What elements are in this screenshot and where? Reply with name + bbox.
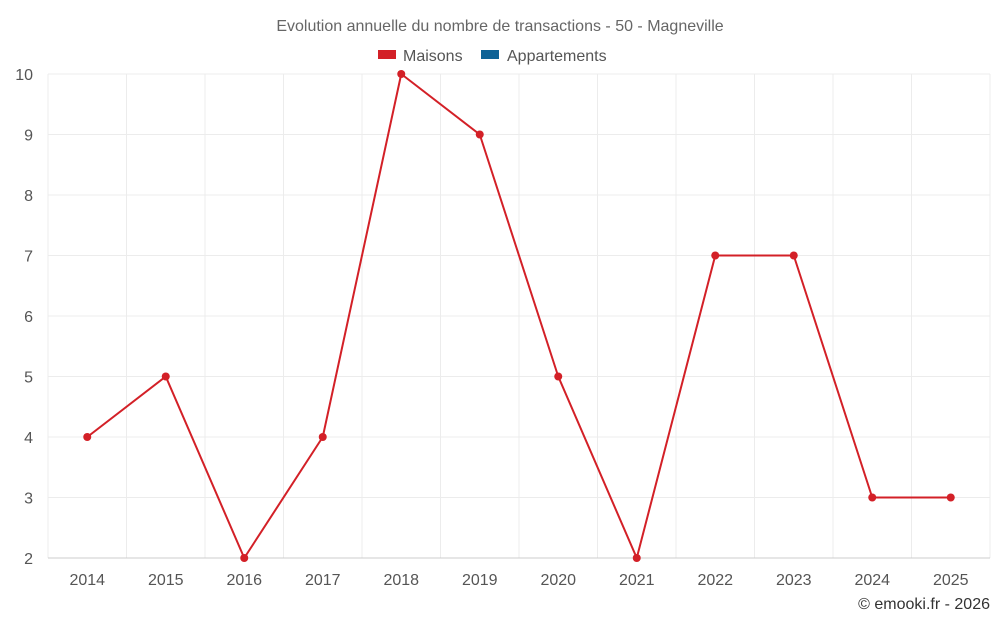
x-tick-label: 2019 xyxy=(462,572,498,589)
x-tick-label: 2016 xyxy=(226,572,262,589)
legend-label-maisons: Maisons xyxy=(403,48,463,65)
x-tick-label: 2023 xyxy=(776,572,812,589)
y-axis-ticks: 2 3 4 5 6 7 8 9 10 xyxy=(15,67,33,568)
legend: Maisons Appartements xyxy=(378,48,607,65)
data-point-maisons-2021[interactable] xyxy=(632,554,641,562)
x-tick-label: 2014 xyxy=(69,572,105,589)
legend-item-maisons[interactable]: Maisons xyxy=(378,48,463,65)
data-point-maisons-2018[interactable] xyxy=(397,70,406,78)
data-point-maisons-2022[interactable] xyxy=(711,251,720,260)
data-point-maisons-2019[interactable] xyxy=(475,130,484,139)
credit-text: © emooki.fr - 2026 xyxy=(858,596,990,613)
x-tick-label: 2017 xyxy=(305,572,341,589)
legend-swatch-appartements xyxy=(481,50,499,59)
y-tick-label: 10 xyxy=(15,67,33,84)
series-line-maisons xyxy=(86,73,951,559)
data-point-maisons-2025[interactable] xyxy=(946,493,955,502)
x-tick-label: 2021 xyxy=(619,572,655,589)
data-point-maisons-2020[interactable] xyxy=(554,372,563,381)
y-tick-label: 8 xyxy=(24,188,33,205)
y-tick-label: 6 xyxy=(24,309,33,326)
x-axis-ticks: 2014 2015 2016 2017 2018 2019 2020 2021 2022 2023… xyxy=(69,572,968,589)
x-tick-label: 2022 xyxy=(697,572,733,589)
chart-title: Evolution annuelle du nombre de transact… xyxy=(276,18,723,35)
y-tick-label: 4 xyxy=(24,430,33,447)
x-tick-label: 2015 xyxy=(148,572,184,589)
y-tick-label: 7 xyxy=(24,249,33,266)
data-point-maisons-2015[interactable] xyxy=(161,372,170,381)
y-tick-label: 5 xyxy=(24,370,33,387)
data-point-maisons-2014[interactable] xyxy=(83,433,92,441)
series-maisons xyxy=(83,70,955,562)
x-tick-label: 2018 xyxy=(383,572,419,589)
data-point-maisons-2023[interactable] xyxy=(789,251,798,260)
y-tick-label: 3 xyxy=(24,491,33,508)
data-point-maisons-2017[interactable] xyxy=(318,433,327,441)
data-point-maisons-2024[interactable] xyxy=(868,493,877,502)
y-tick-label: 2 xyxy=(24,551,33,568)
y-tick-label: 9 xyxy=(24,128,33,145)
x-tick-label: 2025 xyxy=(933,572,969,589)
legend-swatch-maisons xyxy=(378,50,396,59)
legend-label-appartements: Appartements xyxy=(507,48,607,65)
x-tick-label: 2024 xyxy=(854,572,890,589)
data-point-maisons-2016[interactable] xyxy=(240,554,249,562)
x-gridlines xyxy=(47,74,991,558)
legend-item-appartements[interactable]: Appartements xyxy=(481,48,607,65)
x-tick-label: 2020 xyxy=(540,572,576,589)
